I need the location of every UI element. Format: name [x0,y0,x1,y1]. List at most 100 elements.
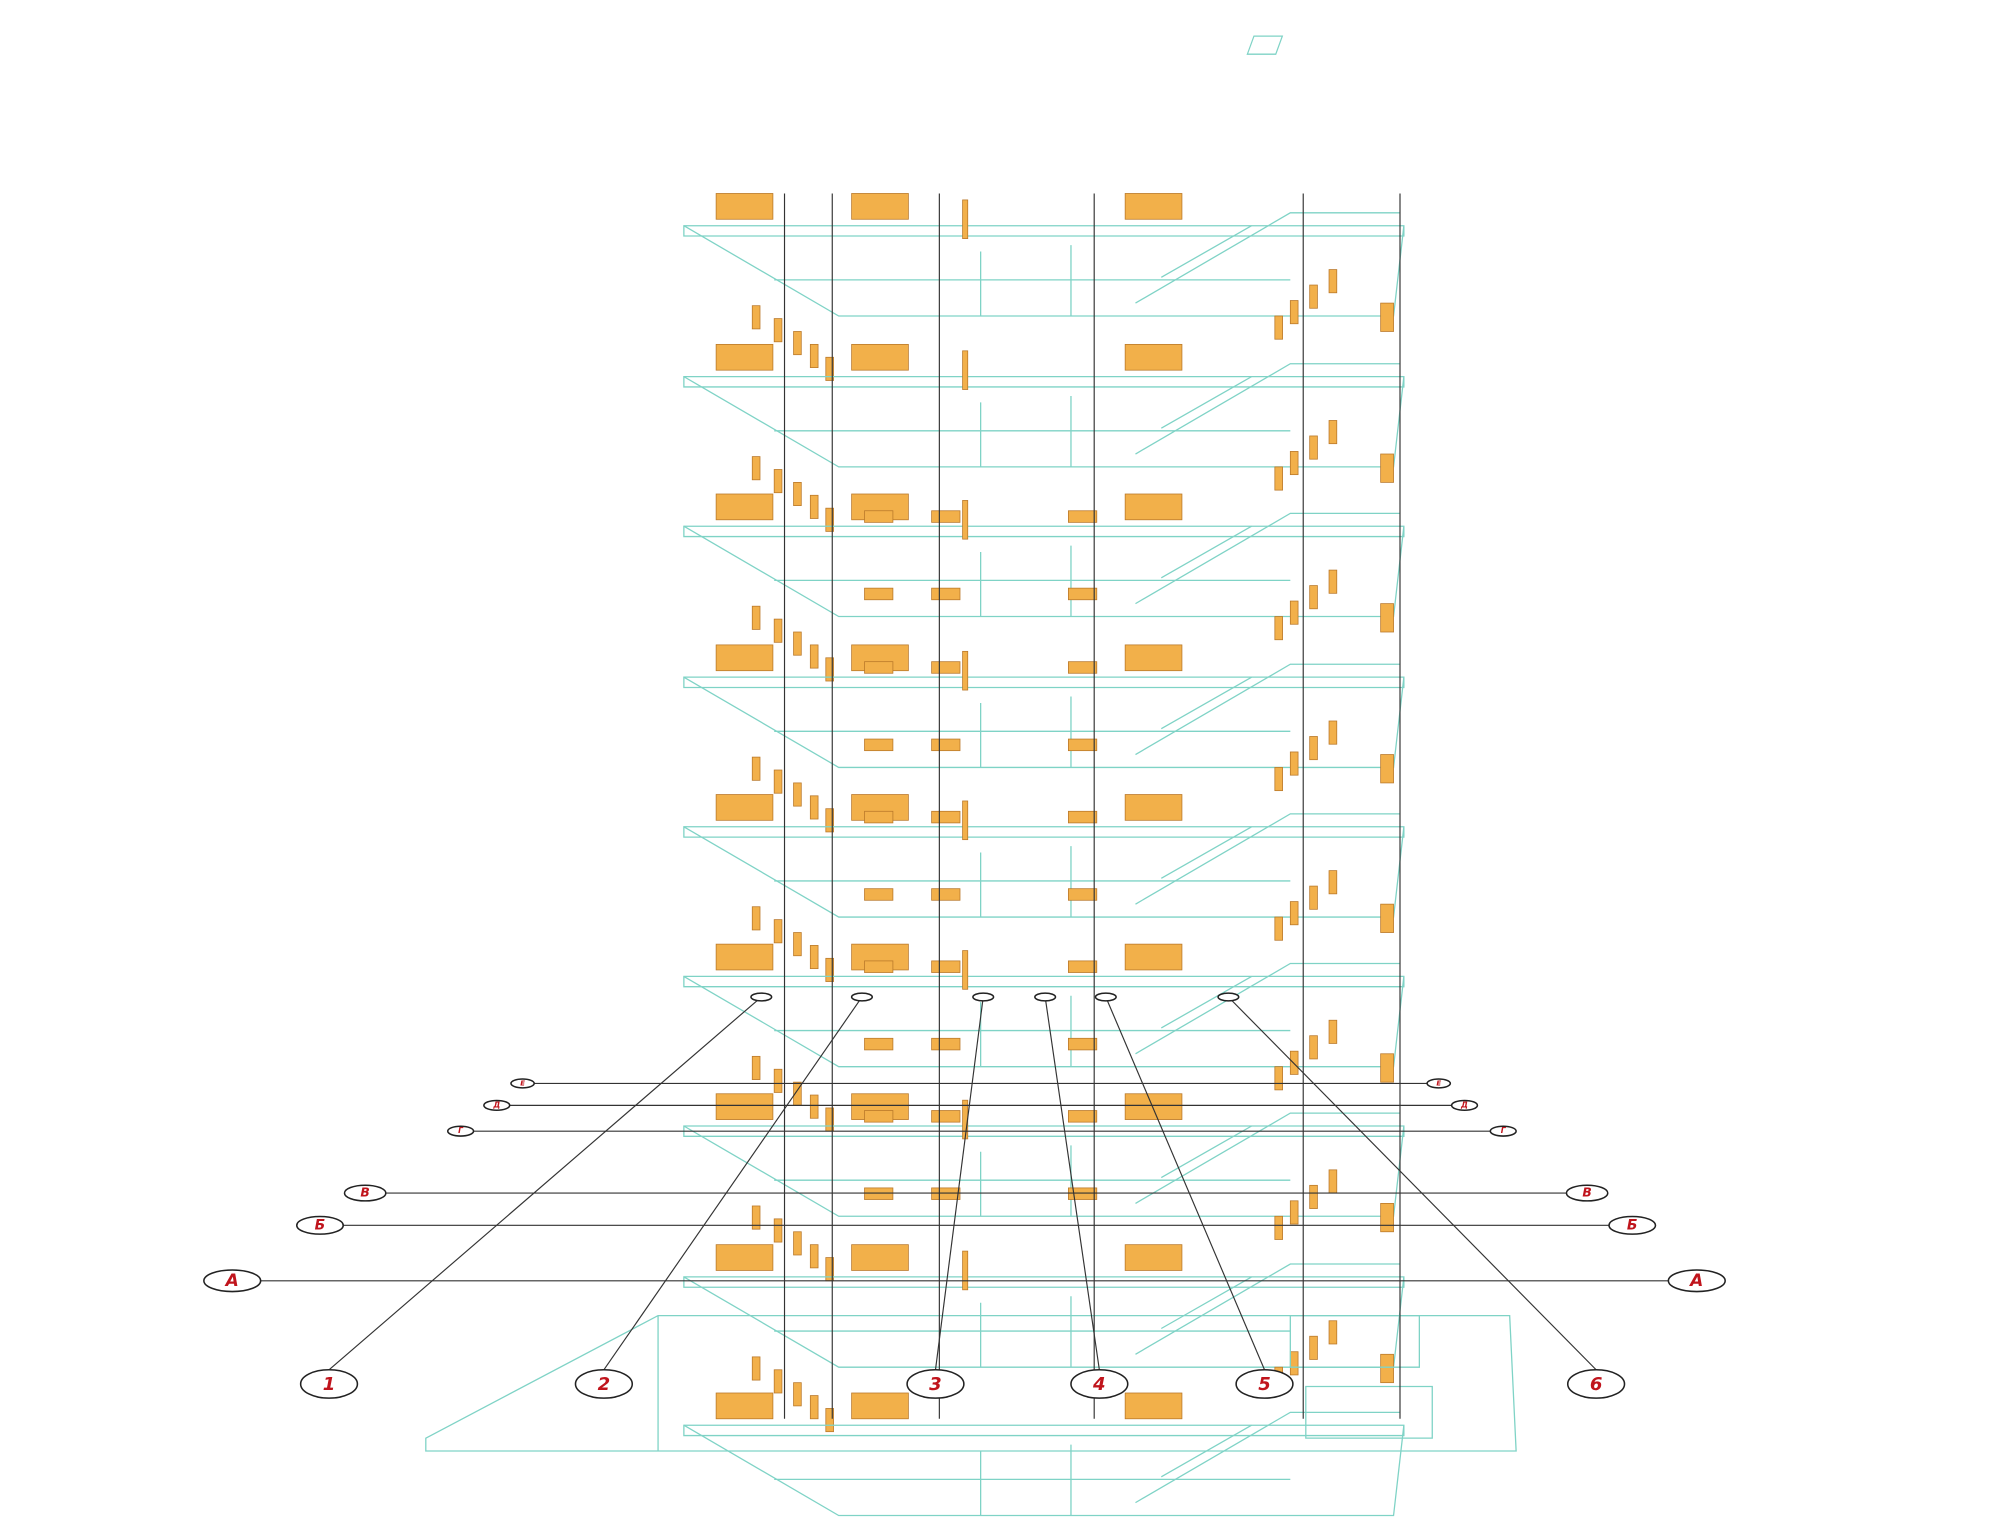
slab [683,676,1405,769]
window [773,318,783,343]
number-axis-line [328,996,762,1371]
slab [683,1125,1405,1217]
slab [774,545,1291,617]
letter-axis-label: В [360,1186,369,1200]
window [864,738,894,752]
window [931,888,961,901]
window [751,906,761,931]
window [809,1094,819,1119]
window [1274,315,1283,340]
slab [774,395,1291,467]
axis-bubble [1608,1215,1657,1235]
window [773,1369,783,1394]
window [931,510,961,523]
axis-bubble [1566,1369,1626,1399]
window [1068,888,1098,901]
letter-axis-label: Г [1501,1126,1507,1135]
window [1124,1244,1183,1271]
window [1068,738,1098,752]
axis-bubble [203,1269,262,1293]
window [1274,916,1283,941]
slab [774,1145,1291,1217]
window [931,1037,961,1051]
number-axis-line [934,996,984,1370]
window [962,199,969,240]
window [1289,451,1299,476]
window [715,644,774,672]
slab [774,696,1291,768]
window [1289,300,1299,325]
window [715,1244,774,1271]
window [1068,960,1098,973]
window [751,1055,761,1080]
axis-bubble [483,1099,511,1112]
slab [683,225,1405,237]
slab [774,846,1291,918]
number-axis-line [1044,996,1100,1370]
window [809,343,819,368]
window [1309,284,1318,309]
window [773,469,783,494]
window [864,1037,894,1051]
window [751,1356,761,1381]
slab [1135,512,1400,605]
window [1068,587,1098,601]
axis-bubble [850,992,874,1002]
window [1068,1110,1098,1123]
slab [1289,1314,1433,1439]
window [751,305,761,330]
window [825,808,834,833]
window [1328,1320,1338,1345]
slab [683,525,1405,538]
window [1068,1187,1098,1200]
window [1328,720,1338,745]
letter-axis-label: Е [1436,1079,1441,1087]
window [864,1187,894,1200]
letter-axis-label: Д [1460,1100,1468,1109]
slab [683,975,1405,1068]
window [1124,644,1183,672]
window [931,587,961,601]
slab [774,1296,1291,1368]
axis-bubble [1034,992,1057,1002]
window [809,1395,819,1420]
window [864,587,894,601]
window [1068,1037,1098,1051]
axis-bubble [1450,1099,1479,1112]
window [751,1205,761,1230]
window [809,644,819,669]
window [1289,1200,1299,1225]
window [825,957,834,982]
window [1328,870,1338,895]
slab [774,1444,1291,1516]
window [1309,885,1318,910]
window [962,950,969,990]
number-axis-line [1227,996,1597,1371]
slab [683,975,1405,988]
window [825,657,834,682]
window [1068,510,1098,523]
window [715,493,774,521]
window [864,661,894,674]
window [1124,943,1183,971]
slab [774,995,1291,1067]
window [793,631,802,656]
letter-axis-label: В [1582,1186,1591,1200]
letter-axis-label: Б [1627,1217,1638,1233]
window [715,943,774,971]
window [1124,343,1183,371]
window [825,356,834,381]
window [1328,269,1338,294]
window [1289,901,1299,926]
axis-bubble [1667,1269,1726,1293]
window [962,500,969,540]
window [1274,1215,1283,1240]
window [1124,1392,1183,1420]
window [851,1244,909,1271]
window [1309,736,1318,761]
window [1124,493,1183,521]
window [1124,1093,1183,1120]
window [773,1218,783,1243]
slab [1135,962,1400,1055]
